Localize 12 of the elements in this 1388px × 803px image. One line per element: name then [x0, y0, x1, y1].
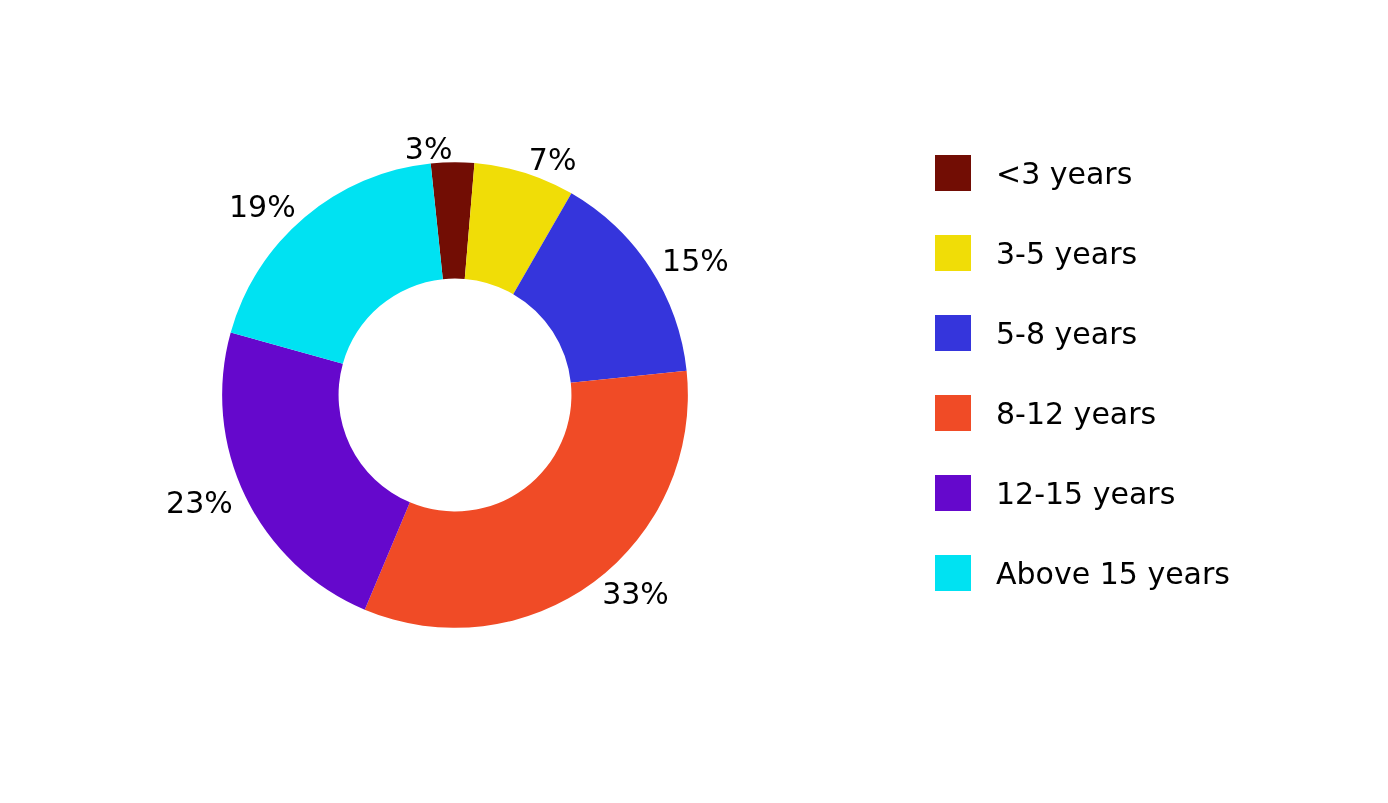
- legend-label: Above 15 years: [996, 555, 1230, 591]
- legend-label: 5-8 years: [996, 315, 1138, 351]
- data-label: 33%: [602, 575, 669, 611]
- legend-label: 8-12 years: [996, 395, 1157, 431]
- data-label: 23%: [166, 484, 233, 520]
- legend-label: <3 years: [996, 155, 1133, 191]
- data-label: 7%: [528, 141, 577, 177]
- legend-label: 3-5 years: [996, 235, 1138, 271]
- data-label: 3%: [404, 130, 453, 166]
- data-label: 19%: [228, 188, 296, 224]
- legend-label: 12-15 years: [996, 475, 1176, 511]
- data-label: 15%: [662, 243, 729, 279]
